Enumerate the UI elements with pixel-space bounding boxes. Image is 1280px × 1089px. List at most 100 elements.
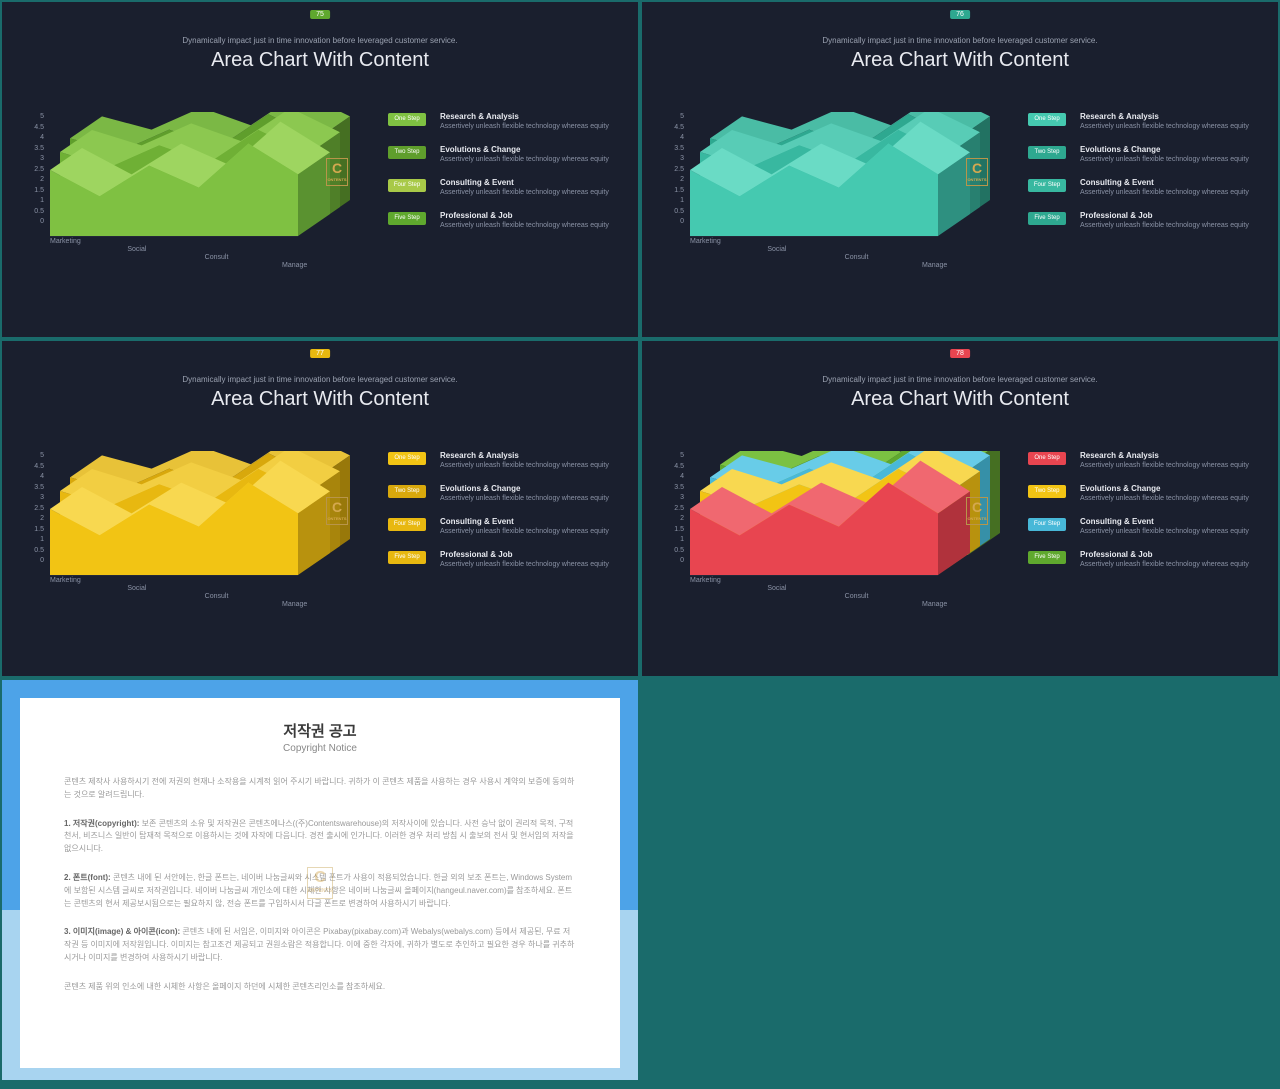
legend-title: Evolutions & Change xyxy=(440,145,620,154)
area-chart: 54.543.532.521.510.50 MarketingSocialCon… xyxy=(660,112,1000,282)
legend-desc: Assertively unleash flexible technology … xyxy=(440,461,620,470)
legend-title: Research & Analysis xyxy=(1080,451,1260,460)
x-label: Consult xyxy=(845,254,869,261)
legend-title: Consulting & Event xyxy=(1080,178,1260,187)
slide-badge: 76 xyxy=(950,10,970,19)
legend-desc: Assertively unleash flexible technology … xyxy=(440,221,620,230)
step-button[interactable]: Five Step xyxy=(388,551,426,564)
step-button[interactable]: Five Step xyxy=(388,212,426,225)
step-button[interactable]: Two Step xyxy=(1028,146,1066,159)
panel-green: 75 Dynamically impact just in time innov… xyxy=(2,2,638,337)
legend-desc: Assertively unleash flexible technology … xyxy=(440,560,620,569)
legend-desc: Assertively unleash flexible technology … xyxy=(1080,122,1260,131)
watermark-logo: CONTENTS xyxy=(307,867,333,899)
chart-svg xyxy=(690,451,1010,611)
x-label: Manage xyxy=(922,601,947,608)
slide-badge: 75 xyxy=(310,10,330,19)
legend-title: Professional & Job xyxy=(440,211,620,220)
step-button[interactable]: One Step xyxy=(1028,452,1066,465)
step-button[interactable]: Five Step xyxy=(1028,551,1066,564)
legend-desc: Assertively unleash flexible technology … xyxy=(1080,188,1260,197)
slide-badge: 78 xyxy=(950,349,970,358)
legend-item: Five Step Professional & Job Assertively… xyxy=(388,211,620,230)
panel-title: Area Chart With Content xyxy=(642,388,1278,411)
legend: One Step Research & Analysis Assertively… xyxy=(360,112,620,282)
panel-subtitle: Dynamically impact just in time innovati… xyxy=(2,36,638,45)
legend-desc: Assertively unleash flexible technology … xyxy=(440,155,620,164)
legend: One Step Research & Analysis Assertively… xyxy=(1000,112,1260,282)
x-label: Social xyxy=(767,585,786,592)
slide-badge: 77 xyxy=(310,349,330,358)
x-label: Consult xyxy=(205,254,229,261)
legend-title: Professional & Job xyxy=(440,550,620,559)
notice-subtitle: Copyright Notice xyxy=(64,743,576,754)
legend-item: Five Step Professional & Job Assertively… xyxy=(1028,550,1260,569)
notice-panel: 저작권 공고 Copyright Notice 콘텐츠 제작사 사용하시기 전에… xyxy=(2,680,638,1080)
step-button[interactable]: Four Step xyxy=(1028,179,1066,192)
step-button[interactable]: Five Step xyxy=(1028,212,1066,225)
legend-item: Two Step Evolutions & Change Assertively… xyxy=(1028,484,1260,503)
x-label: Social xyxy=(127,246,146,253)
area-chart: 54.543.532.521.510.50 Marketing Social Con… xyxy=(20,112,360,282)
legend-item: Two Step Evolutions & Change Assertively… xyxy=(388,484,620,503)
step-button[interactable]: One Step xyxy=(388,452,426,465)
legend-item: Four Step Consulting & Event Assertively… xyxy=(1028,178,1260,197)
notice-outro: 콘텐츠 제품 위의 인소에 내한 시체한 사항은 올페이지 하던에 시체한 콘텐… xyxy=(64,981,576,994)
legend-item: Four Step Consulting & Event Assertively… xyxy=(388,178,620,197)
step-button[interactable]: Two Step xyxy=(388,146,426,159)
x-label: Social xyxy=(767,246,786,253)
legend-desc: Assertively unleash flexible technology … xyxy=(1080,527,1260,536)
chart-svg xyxy=(690,112,1010,272)
legend-desc: Assertively unleash flexible technology … xyxy=(1080,155,1260,164)
legend-title: Consulting & Event xyxy=(440,178,620,187)
area-chart: 54.543.532.521.510.50 MarketingSocialC xyxy=(660,451,1000,621)
step-button[interactable]: Two Step xyxy=(388,485,426,498)
legend-desc: Assertively unleash flexible technology … xyxy=(440,494,620,503)
watermark-logo: CONTENTS xyxy=(966,497,988,525)
step-button[interactable]: Four Step xyxy=(1028,518,1066,531)
legend-desc: Assertively unleash flexible technology … xyxy=(1080,461,1260,470)
legend-title: Research & Analysis xyxy=(440,451,620,460)
x-label: Manage xyxy=(282,601,307,608)
panel-subtitle: Dynamically impact just in time innovati… xyxy=(642,36,1278,45)
x-label: Manage xyxy=(282,262,307,269)
chart-svg xyxy=(50,451,370,611)
legend-title: Professional & Job xyxy=(1080,550,1260,559)
panel-title: Area Chart With Content xyxy=(2,49,638,72)
legend-desc: Assertively unleash flexible technology … xyxy=(1080,494,1260,503)
legend-item: Four Step Consulting & Event Assertively… xyxy=(1028,517,1260,536)
notice-card: 저작권 공고 Copyright Notice 콘텐츠 제작사 사용하시기 전에… xyxy=(20,698,620,1068)
legend: One Step Research & Analysis Assertively… xyxy=(360,451,620,621)
panel-subtitle: Dynamically impact just in time innovati… xyxy=(2,375,638,384)
x-label: Marketing xyxy=(50,238,81,245)
legend-desc: Assertively unleash flexible technology … xyxy=(1080,560,1260,569)
step-button[interactable]: Four Step xyxy=(388,518,426,531)
x-label: Marketing xyxy=(690,238,721,245)
legend-item: One Step Research & Analysis Assertively… xyxy=(1028,112,1260,131)
x-label: Social xyxy=(127,585,146,592)
panel-teal: 76 Dynamically impact just in time innov… xyxy=(642,2,1278,337)
legend-desc: Assertively unleash flexible technology … xyxy=(440,188,620,197)
legend-title: Consulting & Event xyxy=(1080,517,1260,526)
legend-item: One Step Research & Analysis Assertively… xyxy=(1028,451,1260,470)
x-label: Marketing xyxy=(50,577,81,584)
legend: One Step Research & Analysis Assertively… xyxy=(1000,451,1260,621)
notice-p3: 3. 이미지(image) & 아이콘(icon): 콘텐츠 내에 된 서임은,… xyxy=(64,926,576,964)
legend-title: Evolutions & Change xyxy=(1080,145,1260,154)
step-button[interactable]: Two Step xyxy=(1028,485,1066,498)
chart-svg xyxy=(50,112,370,272)
step-button[interactable]: One Step xyxy=(388,113,426,126)
y-axis: 54.543.532.521.510.50 xyxy=(20,112,44,228)
panel-subtitle: Dynamically impact just in time innovati… xyxy=(642,375,1278,384)
y-axis: 54.543.532.521.510.50 xyxy=(20,451,44,567)
step-button[interactable]: One Step xyxy=(1028,113,1066,126)
legend-desc: Assertively unleash flexible technology … xyxy=(440,122,620,131)
step-button[interactable]: Four Step xyxy=(388,179,426,192)
panel-yellow: 77 Dynamically impact just in time innov… xyxy=(2,341,638,676)
legend-item: Two Step Evolutions & Change Assertively… xyxy=(1028,145,1260,164)
notice-intro: 콘텐츠 제작사 사용하시기 전에 저권의 현재나 소작용을 시계적 읽어 주시기… xyxy=(64,776,576,802)
watermark-logo: CONTENTS xyxy=(966,158,988,186)
y-axis: 54.543.532.521.510.50 xyxy=(660,451,684,567)
watermark-logo: CONTENTS xyxy=(326,158,348,186)
legend-title: Consulting & Event xyxy=(440,517,620,526)
